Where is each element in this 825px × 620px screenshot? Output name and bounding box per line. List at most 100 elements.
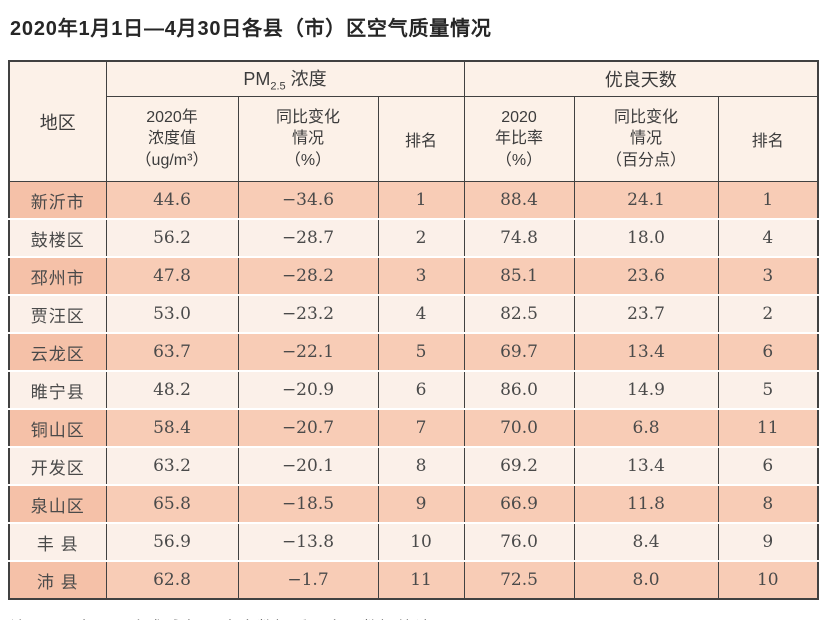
cell-pm-change: −34.6	[237, 181, 379, 219]
header-line: 2020	[501, 109, 537, 127]
cell-pm-value: 56.9	[105, 522, 239, 561]
table-row: 新沂市 44.6 −34.6 1 88.4 24.1 1	[8, 181, 819, 219]
cell-pm-change: −20.1	[237, 446, 379, 485]
header-line: （ug/m³）	[135, 151, 209, 169]
cell-good-ratio: 82.5	[463, 294, 575, 333]
header-line: 情况	[291, 130, 324, 148]
cell-good-change: 13.4	[573, 332, 719, 371]
cell-pm-change: −28.2	[237, 256, 379, 295]
cell-good-rank: 1	[717, 181, 819, 219]
cell-region: 睢宁县	[8, 370, 107, 409]
cell-pm-value: 65.8	[105, 484, 239, 523]
cell-pm-value: 58.4	[105, 408, 239, 447]
cell-good-ratio: 76.0	[463, 522, 575, 561]
cell-good-rank: 6	[717, 332, 819, 371]
cell-pm-rank: 3	[377, 256, 465, 295]
cell-pm-change: −23.2	[237, 294, 379, 333]
header-good-ratio: 2020 年比率 （%）	[463, 96, 575, 182]
cell-pm-value: 63.7	[105, 332, 239, 371]
cell-region: 铜山区	[8, 408, 107, 447]
cell-good-ratio: 66.9	[463, 484, 575, 523]
table-row: 鼓楼区 56.2 −28.7 2 74.8 18.0 4	[8, 218, 819, 257]
cell-pm-value: 62.8	[105, 560, 239, 599]
cell-region: 新沂市	[8, 181, 107, 219]
cell-good-rank: 9	[717, 522, 819, 561]
cell-good-rank: 2	[717, 294, 819, 333]
table-row: 丰 县 56.9 −13.8 10 76.0 8.4 9	[8, 522, 819, 561]
header-group-row: 地区 PM2.5 浓度 优良天数	[8, 60, 819, 182]
cell-good-change: 8.4	[573, 522, 719, 561]
cell-pm-value: 56.2	[105, 218, 239, 257]
cell-pm-rank: 6	[377, 370, 465, 409]
header-good-change: 同比变化 情况 （百分点）	[573, 96, 719, 182]
cell-region: 沛 县	[8, 560, 107, 599]
table-row: 云龙区 63.7 −22.1 5 69.7 13.4 6	[8, 332, 819, 371]
header-line: （百分点）	[606, 151, 687, 169]
cell-good-ratio: 85.1	[463, 256, 575, 295]
cell-region: 鼓楼区	[8, 218, 107, 257]
cell-pm-change: −18.5	[237, 484, 379, 523]
cell-pm-value: 48.2	[105, 370, 239, 409]
table-header: 地区 PM2.5 浓度 优良天数 2020年 浓度值 （ug/m³） 同比变化 …	[8, 60, 819, 182]
cell-good-ratio: 69.2	[463, 446, 575, 485]
cell-good-rank: 8	[717, 484, 819, 523]
cell-pm-value: 44.6	[105, 181, 239, 219]
header-region: 地区	[8, 60, 107, 182]
cell-pm-value: 63.2	[105, 446, 239, 485]
cell-pm-value: 47.8	[105, 256, 239, 295]
header-pm-change: 同比变化 情况 （%）	[237, 96, 379, 182]
cell-good-change: 11.8	[573, 484, 719, 523]
cell-good-ratio: 69.7	[463, 332, 575, 371]
header-pm-value: 2020年 浓度值 （ug/m³）	[105, 96, 239, 182]
cell-pm-change: −28.7	[237, 218, 379, 257]
cell-pm-rank: 11	[377, 560, 465, 599]
cell-good-change: 13.4	[573, 446, 719, 485]
cell-region: 贾汪区	[8, 294, 107, 333]
air-quality-table: 地区 PM2.5 浓度 优良天数 2020年 浓度值 （ug/m³） 同比变化 …	[8, 60, 820, 600]
pm-label-suffix: 浓度	[285, 69, 327, 90]
cell-good-rank: 11	[717, 408, 819, 447]
cell-pm-change: −1.7	[237, 560, 379, 599]
cell-region: 丰 县	[8, 522, 107, 561]
cell-pm-rank: 7	[377, 408, 465, 447]
cell-region: 云龙区	[8, 332, 107, 371]
footnote: 注:1.“-”表示下降或减少;2.表中数据采用实况数据统计。	[10, 614, 817, 620]
cell-pm-change: −20.9	[237, 370, 379, 409]
cell-pm-change: −13.8	[237, 522, 379, 561]
table-row: 邳州市 47.8 −28.2 3 85.1 23.6 3	[8, 256, 819, 295]
cell-region: 邳州市	[8, 256, 107, 295]
cell-good-rank: 5	[717, 370, 819, 409]
cell-good-change: 18.0	[573, 218, 719, 257]
header-good-rank: 排名	[717, 96, 819, 182]
table-row: 睢宁县 48.2 −20.9 6 86.0 14.9 5	[8, 370, 819, 409]
table-body: 新沂市 44.6 −34.6 1 88.4 24.1 1 鼓楼区 56.2 −2…	[8, 181, 819, 599]
table-row: 贾汪区 53.0 −23.2 4 82.5 23.7 2	[8, 294, 819, 333]
header-line: 同比变化	[614, 109, 679, 127]
cell-good-ratio: 88.4	[463, 181, 575, 219]
cell-pm-value: 53.0	[105, 294, 239, 333]
cell-good-rank: 6	[717, 446, 819, 485]
pm-label-subscript: 2.5	[270, 80, 286, 93]
pm-label-prefix: PM	[243, 69, 271, 90]
cell-pm-rank: 5	[377, 332, 465, 371]
cell-good-change: 14.9	[573, 370, 719, 409]
cell-pm-rank: 4	[377, 294, 465, 333]
header-sub-row: 2020年 浓度值 （ug/m³） 同比变化 情况 （%） 排名 2020 年比…	[9, 96, 819, 182]
table-row: 沛 县 62.8 −1.7 11 72.5 8.0 10	[8, 560, 819, 599]
header-good-days-group: 优良天数	[463, 60, 819, 97]
header-line: 2020年	[146, 109, 198, 127]
cell-pm-rank: 2	[377, 218, 465, 257]
cell-good-ratio: 74.8	[463, 218, 575, 257]
header-line: （%）	[284, 151, 332, 169]
cell-region: 泉山区	[8, 484, 107, 523]
header-line: 年比率	[495, 130, 544, 148]
header-pm-rank: 排名	[377, 96, 465, 182]
cell-good-ratio: 70.0	[463, 408, 575, 447]
cell-good-change: 23.7	[573, 294, 719, 333]
header-line: 浓度值	[147, 130, 196, 148]
header-line: （%）	[495, 151, 543, 169]
page-title: 2020年1月1日—4月30日各县（市）区空气质量情况	[10, 18, 492, 40]
cell-region: 开发区	[8, 446, 107, 485]
cell-pm-rank: 10	[377, 522, 465, 561]
cell-pm-rank: 8	[377, 446, 465, 485]
